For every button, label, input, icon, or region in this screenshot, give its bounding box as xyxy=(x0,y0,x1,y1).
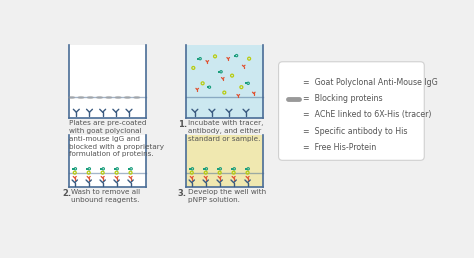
Bar xyxy=(73,168,74,170)
Ellipse shape xyxy=(77,96,84,99)
Bar xyxy=(207,86,209,88)
Bar xyxy=(197,58,199,60)
Bar xyxy=(186,135,263,187)
Text: =  AChE linked to 6X-His (tracer): = AChE linked to 6X-His (tracer) xyxy=(302,110,431,119)
Ellipse shape xyxy=(133,96,140,99)
Bar xyxy=(114,168,117,170)
Text: 1.: 1. xyxy=(178,120,187,129)
Bar xyxy=(245,82,247,84)
Text: =  Blocking proteins: = Blocking proteins xyxy=(302,94,382,103)
Bar xyxy=(231,168,233,170)
Bar xyxy=(218,71,220,73)
Ellipse shape xyxy=(124,96,131,99)
Text: =  Specific antibody to His: = Specific antibody to His xyxy=(302,127,407,135)
Bar xyxy=(290,114,293,116)
Bar xyxy=(86,168,89,170)
Ellipse shape xyxy=(115,96,122,99)
Text: Develop the well with
pNPP solution.: Develop the well with pNPP solution. xyxy=(188,189,266,203)
Bar xyxy=(100,168,102,170)
Text: =  Free His-Protein: = Free His-Protein xyxy=(302,143,376,152)
Text: 3.: 3. xyxy=(178,189,187,198)
Bar xyxy=(203,168,206,170)
Bar xyxy=(190,168,191,170)
Bar xyxy=(128,168,130,170)
Ellipse shape xyxy=(105,96,112,99)
Text: Incubate with tracer,
antibody, and either
standard or sample.: Incubate with tracer, antibody, and eith… xyxy=(188,120,263,142)
Text: Wash to remove all
unbound reagents.: Wash to remove all unbound reagents. xyxy=(71,189,140,203)
Bar xyxy=(234,54,236,57)
Bar xyxy=(245,168,247,170)
Ellipse shape xyxy=(96,96,103,99)
Text: =  Goat Polyclonal Anti-Mouse IgG: = Goat Polyclonal Anti-Mouse IgG xyxy=(302,78,438,87)
Bar xyxy=(69,135,146,187)
Ellipse shape xyxy=(87,96,94,99)
Text: 2.: 2. xyxy=(63,189,72,198)
Bar xyxy=(218,168,219,170)
Text: Plates are pre-coated
with goat polyclonal
anti-mouse IgG and
blocked with a pro: Plates are pre-coated with goat polyclon… xyxy=(69,120,164,157)
Bar xyxy=(186,45,263,118)
FancyBboxPatch shape xyxy=(279,62,424,160)
Ellipse shape xyxy=(68,96,75,99)
Bar xyxy=(69,45,146,118)
